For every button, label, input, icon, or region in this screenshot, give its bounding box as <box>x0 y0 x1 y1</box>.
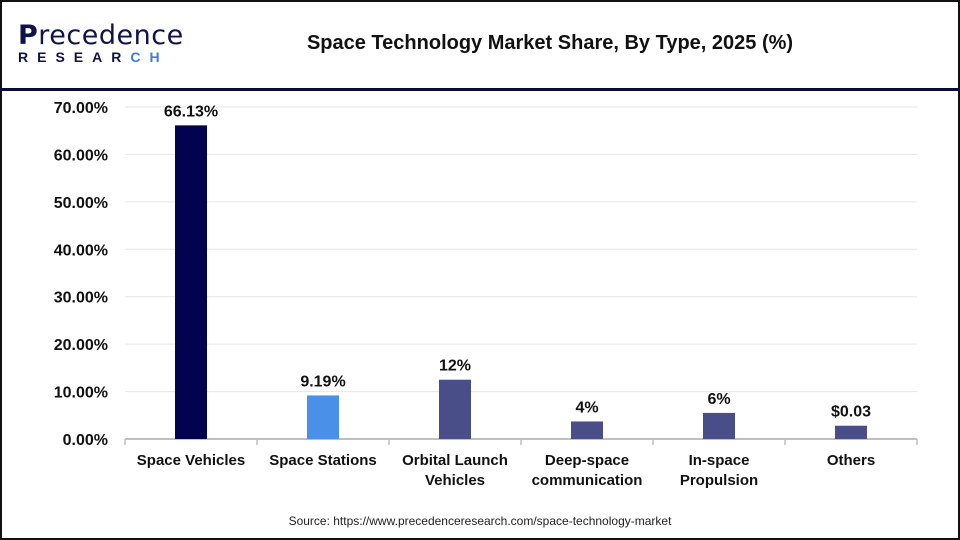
x-tick-label: Propulsion <box>680 472 758 489</box>
x-tick-label: Others <box>827 452 875 469</box>
source-note: Source: https://www.precedenceresearch.c… <box>288 514 672 528</box>
y-tick-label: 10.00% <box>54 385 108 402</box>
x-tick-label: Space Stations <box>269 452 377 469</box>
data-label: 9.19% <box>300 373 345 390</box>
bar-5 <box>835 425 867 439</box>
bar-2 <box>439 379 471 439</box>
bar-1 <box>307 395 339 439</box>
bar-4 <box>703 412 735 439</box>
x-tick-label: Vehicles <box>425 472 485 489</box>
x-tick-label: Orbital Launch <box>402 452 508 469</box>
bar-0 <box>175 125 207 439</box>
data-label: 4% <box>575 399 598 416</box>
x-tick-label: Deep-space <box>545 452 629 469</box>
y-tick-label: 20.00% <box>54 337 108 354</box>
x-tick-label: In-space <box>689 452 750 469</box>
header: Precedence RESEARCH Space Technology Mar… <box>0 0 960 91</box>
y-tick-label: 50.00% <box>54 195 108 212</box>
y-tick-label: 0.00% <box>63 432 108 449</box>
y-tick-label: 70.00% <box>54 100 108 117</box>
data-label: $0.03 <box>831 404 871 421</box>
bar-3 <box>571 421 603 439</box>
chart-title: Space Technology Market Share, By Type, … <box>306 32 794 54</box>
x-tick-label: Space Vehicles <box>137 452 245 469</box>
data-label: 12% <box>439 358 471 375</box>
data-label: 66.13% <box>164 103 218 120</box>
y-tick-label: 30.00% <box>54 290 108 307</box>
precedence-research-logo: Precedence RESEARCH <box>18 20 184 65</box>
y-tick-label: 40.00% <box>54 242 108 259</box>
y-tick-label: 60.00% <box>54 147 108 164</box>
x-tick-label: communication <box>532 472 643 489</box>
data-label: 6% <box>707 391 730 408</box>
